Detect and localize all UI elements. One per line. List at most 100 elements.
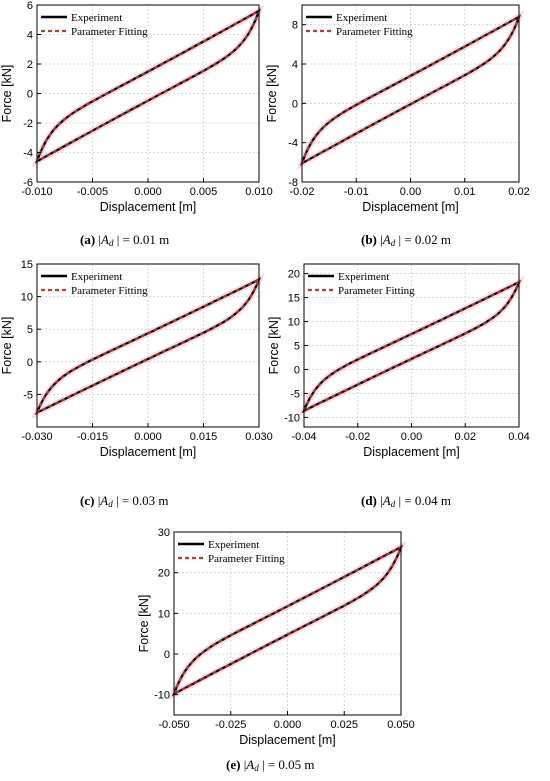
y-axis-label: Force [kN]: [137, 595, 151, 653]
legend-fitting-label: Parameter Fitting: [208, 553, 285, 565]
y-tick-label: -4: [23, 148, 33, 160]
x-tick-label: 0.025: [330, 719, 358, 731]
caption-label: (d): [361, 493, 377, 508]
x-tick-label: -0.015: [77, 431, 108, 443]
caption-subscript: d: [254, 763, 259, 773]
legend-experiment-label: Experiment: [71, 12, 122, 24]
caption-e: (e) |Ad | = 0.05 m: [226, 757, 315, 773]
caption-d: (d) |Ad | = 0.04 m: [361, 493, 451, 509]
chart-e: -0.050 -0.025 0.000 0.025 0.050 -10 0 10 20 30 Dis…: [137, 527, 415, 747]
x-tick-label: -0.030: [21, 431, 52, 443]
caption-label: (e): [226, 757, 241, 772]
legend-fitting-label: Parameter Fitting: [338, 285, 415, 297]
caption-c: (c) |Ad | = 0.03 m: [80, 493, 169, 509]
x-tick-label: -0.02: [345, 431, 370, 443]
x-tick-label: -0.010: [21, 186, 52, 198]
y-tick-label: 8: [292, 20, 298, 32]
chart-panel-a: -0.010 -0.005 0.000 0.005 0.010 -6 -4 -2 0 2 4 6 Dis…: [0, 0, 275, 248]
caption-label: (c): [80, 493, 95, 508]
y-tick-label: 0: [27, 89, 33, 101]
caption-text: | = 0.02 m: [398, 232, 451, 247]
caption-symbol: A: [101, 232, 109, 247]
x-tick-label: 0.000: [134, 431, 162, 443]
caption-text: | = 0.01 m: [116, 232, 170, 247]
y-tick-label: -2: [23, 118, 33, 130]
legend-experiment-label: Experiment: [71, 271, 122, 283]
caption-label: (b): [361, 232, 377, 247]
y-tick-label: -6: [23, 177, 33, 189]
x-tick-label: 0.050: [387, 719, 415, 731]
caption-label: (a): [80, 232, 96, 247]
chart-b: -0.02 -0.01 0.00 0.01 0.02 -8 -4 0 4 8 Displacemen…: [265, 4, 530, 214]
x-tick-label: 0.04: [508, 431, 529, 443]
y-tick-label: 15: [21, 259, 33, 271]
y-tick-label: 20: [288, 269, 300, 281]
y-tick-label: 4: [27, 30, 33, 42]
x-axis-label: Displacement [m]: [100, 200, 197, 214]
y-tick-label: 0: [164, 649, 170, 661]
y-axis-label: Force [kN]: [0, 65, 14, 123]
legend-experiment-label: Experiment: [336, 12, 387, 24]
y-tick-label: 10: [21, 292, 33, 304]
y-tick-label: 0: [294, 364, 300, 376]
x-tick-label: 0.030: [245, 431, 273, 443]
caption-subscript: d: [390, 238, 396, 248]
caption-subscript: d: [108, 499, 113, 509]
y-tick-label: 20: [158, 568, 170, 580]
y-tick-label: 15: [288, 293, 300, 305]
chart-panel-d: -0.04 -0.02 0.00 0.02 0.04 -10 -5 0 5 10 15 20 Displ…: [267, 258, 550, 520]
chart-a: -0.010 -0.005 0.000 0.005 0.010 -6 -4 -2 0 2 4 6 Dis…: [0, 0, 273, 214]
x-axis-label: Displacement [m]: [363, 445, 460, 459]
x-tick-label: 0.015: [190, 431, 218, 443]
y-tick-label: 6: [27, 0, 33, 12]
y-tick-label: -10: [154, 690, 170, 702]
caption-subscript: d: [390, 499, 396, 509]
x-tick-label: 0.01: [454, 186, 475, 198]
caption-symbol: A: [100, 493, 109, 508]
y-tick-label: 0: [27, 357, 33, 369]
x-tick-label: 0.010: [245, 186, 273, 198]
legend-fitting-label: Parameter Fitting: [71, 26, 148, 38]
y-tick-label: 5: [294, 341, 300, 353]
x-tick-label: 0.005: [190, 186, 218, 198]
y-tick-label: 5: [27, 324, 33, 336]
chart-panel-e: -0.050 -0.025 0.000 0.025 0.050 -10 0 10 20 30 Dis…: [137, 520, 415, 781]
x-tick-label: 0.00: [401, 431, 422, 443]
x-tick-label: -0.02: [289, 186, 314, 198]
y-tick-label: 30: [158, 527, 170, 539]
x-axis-label: Displacement [m]: [239, 733, 336, 747]
x-tick-label: -0.01: [344, 186, 369, 198]
legend-experiment-label: Experiment: [208, 539, 259, 551]
y-tick-label: 10: [288, 317, 300, 329]
legend-fitting-label: Parameter Fitting: [336, 26, 413, 38]
chart-c: -0.030 -0.015 0.000 0.015 0.030 -5 0 5 10 15 Displ…: [0, 259, 273, 459]
x-tick-label: 0.00: [400, 186, 421, 198]
x-tick-label: -0.005: [77, 186, 108, 198]
y-tick-label: -5: [290, 388, 300, 400]
x-tick-label: 0.02: [508, 186, 529, 198]
y-tick-label: 10: [158, 608, 170, 620]
x-tick-label: -0.04: [291, 431, 316, 443]
caption-text: | = 0.03 m: [116, 493, 169, 508]
caption-symbol: A: [382, 493, 391, 508]
x-tick-label: -0.025: [215, 719, 246, 731]
y-tick-label: 2: [27, 59, 33, 71]
y-axis-label: Force [kN]: [265, 65, 279, 123]
caption-text: | = 0.04 m: [398, 493, 451, 508]
legend-fitting-label: Parameter Fitting: [71, 285, 148, 297]
x-axis-label: Displacement [m]: [100, 445, 197, 459]
caption-subscript: d: [108, 238, 114, 248]
series-fitting-line: [35, 277, 261, 415]
x-tick-label: 0.02: [455, 431, 476, 443]
y-tick-label: -10: [284, 412, 300, 424]
caption-symbol: A: [246, 757, 255, 772]
y-tick-label: 4: [292, 59, 298, 71]
chart-panel-c: -0.030 -0.015 0.000 0.015 0.030 -5 0 5 10 15 Displ…: [0, 258, 275, 520]
y-axis-label: Force [kN]: [267, 317, 281, 375]
chart-panel-b: -0.02 -0.01 0.00 0.01 0.02 -8 -4 0 4 8 Displacemen…: [265, 0, 550, 248]
caption-b: (b) |Ad | = 0.02 m: [361, 232, 451, 248]
x-tick-label: 0.000: [274, 719, 302, 731]
y-tick-label: -5: [23, 389, 33, 401]
y-tick-label: -8: [288, 177, 298, 189]
y-axis-label: Force [kN]: [0, 317, 14, 375]
